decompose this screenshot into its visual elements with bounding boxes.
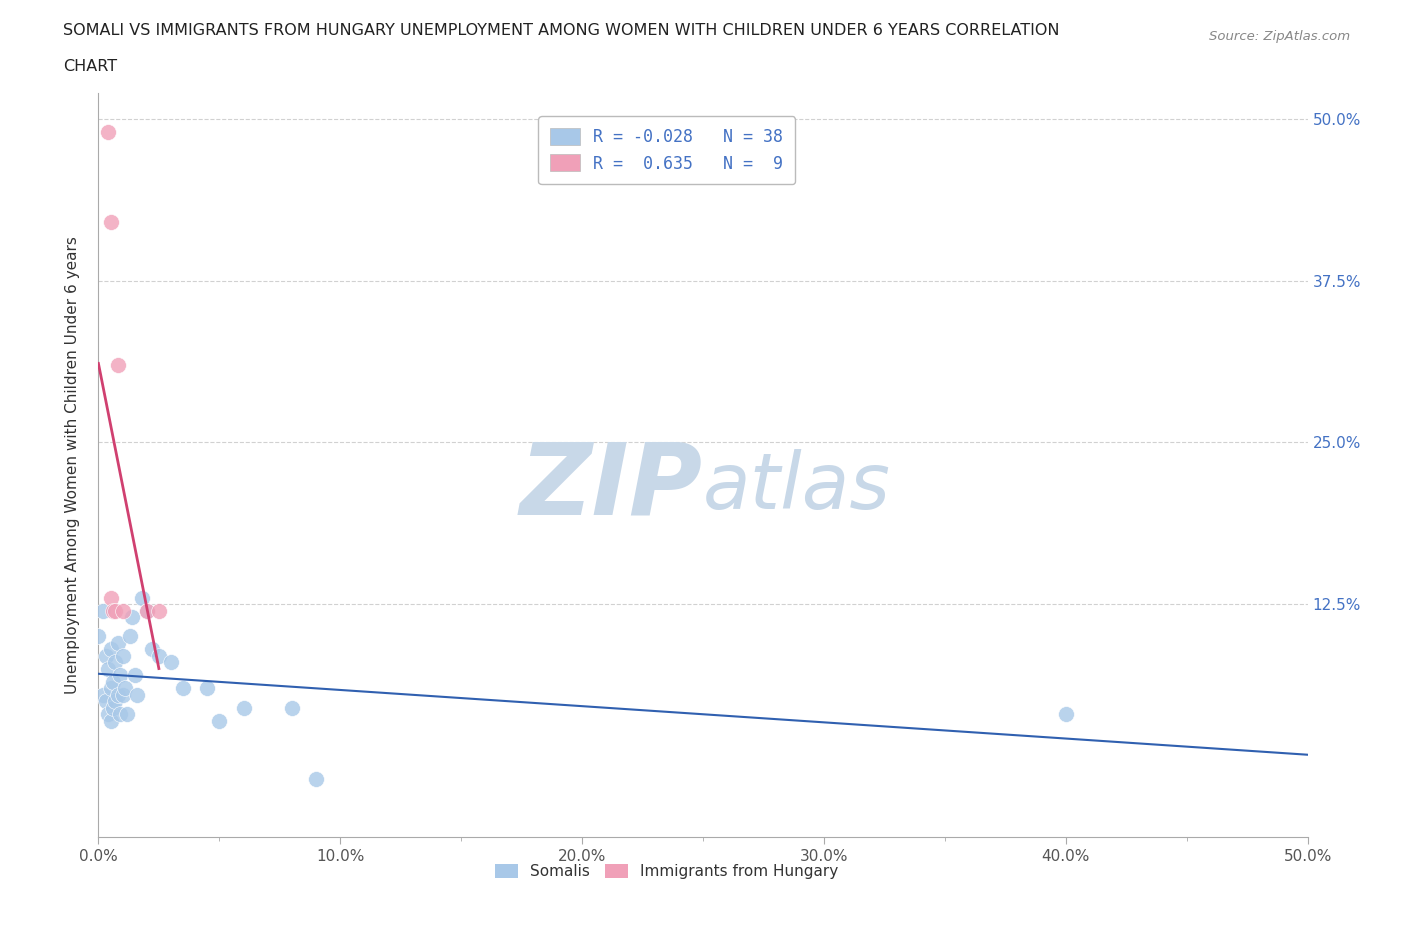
Point <box>100 591 122 605</box>
Point <box>1054 707 1077 722</box>
Point <box>141 642 163 657</box>
Point <box>108 707 131 722</box>
Point <box>107 635 129 650</box>
Point <box>195 681 218 696</box>
Point <box>91 604 114 618</box>
Text: atlas: atlas <box>703 449 891 525</box>
Point <box>108 668 131 683</box>
Point <box>97 707 120 722</box>
Point <box>104 604 127 618</box>
Point <box>172 681 194 696</box>
Point <box>208 713 231 728</box>
Point <box>135 604 157 618</box>
Legend: Somalis, Immigrants from Hungary: Somalis, Immigrants from Hungary <box>489 857 845 885</box>
Text: SOMALI VS IMMIGRANTS FROM HUNGARY UNEMPLOYMENT AMONG WOMEN WITH CHILDREN UNDER 6: SOMALI VS IMMIGRANTS FROM HUNGARY UNEMPL… <box>63 23 1060 38</box>
Point <box>101 700 124 715</box>
Point <box>94 694 117 709</box>
Point <box>107 357 129 372</box>
Text: ZIP: ZIP <box>520 439 703 536</box>
Point <box>101 604 124 618</box>
Point <box>97 125 120 140</box>
Point <box>135 604 157 618</box>
Y-axis label: Unemployment Among Women with Children Under 6 years: Unemployment Among Women with Children U… <box>65 236 80 694</box>
Point <box>107 687 129 702</box>
Point <box>111 648 134 663</box>
Point <box>100 642 122 657</box>
Point <box>121 609 143 624</box>
Point <box>305 771 328 786</box>
Text: CHART: CHART <box>63 59 117 73</box>
Point <box>100 713 122 728</box>
Point <box>101 674 124 689</box>
Point <box>111 604 134 618</box>
Point <box>232 700 254 715</box>
Point <box>127 687 149 702</box>
Point <box>104 655 127 670</box>
Point <box>117 707 139 722</box>
Point <box>131 591 153 605</box>
Point <box>160 655 183 670</box>
Point <box>124 668 146 683</box>
Point <box>148 648 170 663</box>
Point <box>91 687 114 702</box>
Point <box>94 648 117 663</box>
Point <box>104 694 127 709</box>
Text: Source: ZipAtlas.com: Source: ZipAtlas.com <box>1209 30 1350 43</box>
Point <box>97 661 120 676</box>
Point <box>100 215 122 230</box>
Point <box>118 629 141 644</box>
Point <box>281 700 304 715</box>
Point <box>100 681 122 696</box>
Point <box>87 629 110 644</box>
Point <box>148 604 170 618</box>
Point <box>111 687 134 702</box>
Point <box>114 681 136 696</box>
